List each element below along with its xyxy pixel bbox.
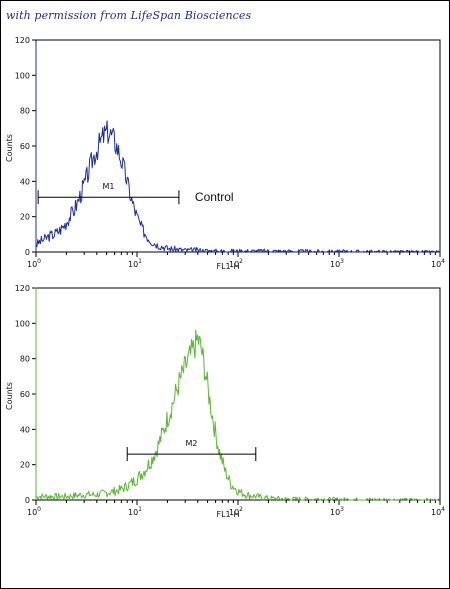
y-tick-label: 80 [20,107,30,116]
y-tick-label: 0 [25,248,30,257]
x-tick-label: 101 [128,258,142,269]
control-label: Control [195,190,234,204]
marker-label: M2 [185,439,197,448]
x-tick-label: 103 [330,506,344,517]
y-axis-label: Counts [5,134,14,162]
histogram-trace [35,41,441,253]
y-tick-label: 40 [20,425,30,434]
plot-area-border [35,39,441,253]
x-tick-label: 104 [431,258,445,269]
y-tick-label: 60 [20,142,30,151]
y-tick-label: 120 [15,36,30,45]
x-tick-label: 103 [330,258,344,269]
y-tick-label: 120 [15,284,30,293]
y-tick-label: 0 [25,496,30,505]
x-tick-label: 102 [229,506,243,517]
y-tick-label: 100 [15,319,30,328]
y-tick-label: 20 [20,213,30,222]
histogram-trace [35,287,441,501]
y-tick-label: 100 [15,71,30,80]
x-tick-label: 100 [27,506,41,517]
plot-area-border [35,287,441,501]
y-tick-label: 60 [20,390,30,399]
y-tick-label: 80 [20,355,30,364]
marker-label: M1 [103,182,115,191]
y-tick-label: 20 [20,461,30,470]
x-tick-label: 104 [431,506,445,517]
x-tick-label: 100 [27,258,41,269]
x-axis-label: FL1-H [216,510,239,519]
y-tick-label: 40 [20,177,30,186]
x-tick-label: 101 [128,506,142,517]
x-axis-label: FL1-H [216,262,239,271]
histogram-panel-2: 0 20 40 60 80 100 120 100 101 102 103 104 FL1-H Count… [5,284,445,519]
histogram-panel-1: 0 20 40 60 80 100 120 100 101 102 103 104 FL1-H Count… [5,36,445,271]
y-axis-label: Counts [5,382,14,410]
x-tick-label: 102 [229,258,243,269]
watermark-text: with permission from LifeSpan Bioscience… [6,9,252,22]
